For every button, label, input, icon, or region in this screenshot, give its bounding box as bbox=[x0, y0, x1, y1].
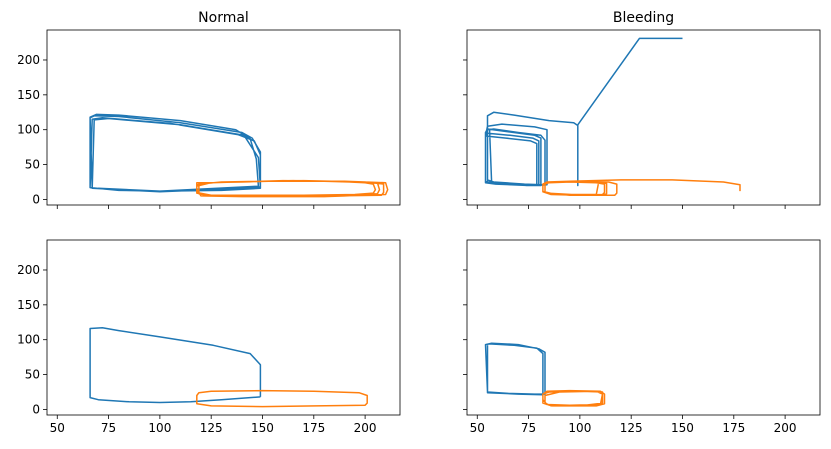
subplot-title: Bleeding bbox=[613, 10, 674, 26]
subplot-3: 50 75 100 125 150 175 200 0 50 100 150 200 bbox=[17, 239, 401, 435]
x-tick-label: 100 bbox=[148, 421, 171, 435]
x-tick-label: 125 bbox=[200, 421, 223, 435]
subplot-2: Bleeding bbox=[463, 10, 821, 209]
y-tick-label: 150 bbox=[17, 298, 40, 312]
subplot-title: Normal bbox=[198, 10, 249, 26]
y-tick-label: 0 bbox=[32, 402, 40, 416]
x-tick-label: 150 bbox=[251, 421, 274, 435]
series-line-2 bbox=[196, 179, 389, 198]
series-line-1 bbox=[89, 327, 262, 404]
x-tick-label: 200 bbox=[774, 421, 797, 435]
axes-frame bbox=[46, 29, 401, 206]
series-line-1 bbox=[89, 113, 262, 193]
series-line-2 bbox=[542, 179, 741, 196]
x-tick-label: 125 bbox=[620, 421, 643, 435]
x-tick-label: 175 bbox=[722, 421, 745, 435]
series-line-1 bbox=[484, 37, 683, 187]
series-line-1 bbox=[484, 342, 546, 396]
y-tick-label: 200 bbox=[17, 263, 40, 277]
axes-frame bbox=[46, 239, 401, 416]
y-tick-label: 100 bbox=[17, 333, 40, 347]
series-line-2 bbox=[196, 389, 368, 408]
y-tick-label: 50 bbox=[25, 158, 40, 172]
subplot-4: 50 75 100 125 150 175 200 bbox=[463, 239, 821, 435]
series-line-2 bbox=[542, 389, 606, 407]
x-tick-label: 75 bbox=[521, 421, 536, 435]
x-tick-label: 75 bbox=[101, 421, 116, 435]
x-tick-label: 50 bbox=[470, 421, 485, 435]
y-tick-label: 50 bbox=[25, 368, 40, 382]
axes-frame bbox=[466, 239, 821, 416]
y-tick-label: 200 bbox=[17, 53, 40, 67]
x-tick-label: 100 bbox=[568, 421, 591, 435]
x-tick-label: 50 bbox=[50, 421, 65, 435]
y-tick-label: 100 bbox=[17, 123, 40, 137]
x-tick-label: 175 bbox=[302, 421, 325, 435]
x-tick-label: 200 bbox=[354, 421, 377, 435]
x-tick-label: 150 bbox=[671, 421, 694, 435]
y-tick-label: 0 bbox=[32, 192, 40, 206]
axes-frame bbox=[466, 29, 821, 206]
subplot-1: 0 50 100 150 200 Normal bbox=[17, 10, 401, 209]
y-tick-label: 150 bbox=[17, 88, 40, 102]
